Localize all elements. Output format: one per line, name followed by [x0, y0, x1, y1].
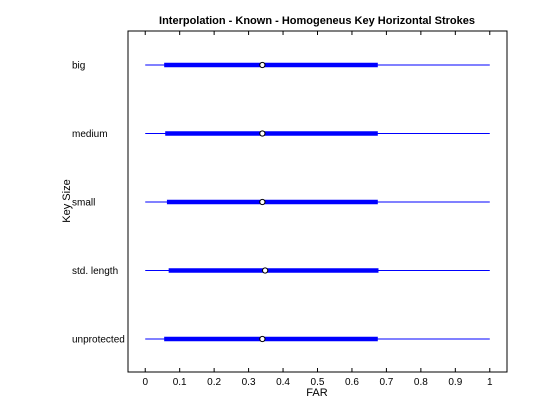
boxplot-row — [145, 198, 490, 206]
median-marker — [259, 61, 266, 69]
x-tick-label: 1 — [487, 377, 493, 388]
x-tick-label: 0.5 — [311, 377, 325, 388]
boxplot-row — [145, 267, 490, 274]
x-tick-label: 0.9 — [448, 377, 462, 388]
boxplot-row — [145, 61, 490, 69]
x-tick-label: 0.3 — [242, 377, 256, 388]
x-tick-label: 0.4 — [276, 377, 290, 388]
x-tick-label: 0 — [142, 377, 148, 388]
median-marker — [259, 130, 266, 137]
category-label: unprotected — [72, 335, 125, 346]
median-marker — [262, 267, 269, 274]
chart-title: Interpolation - Known - Homogeneus Key H… — [159, 15, 475, 27]
category-label: big — [72, 61, 85, 72]
category-label: medium — [72, 129, 108, 140]
boxplot-row — [145, 335, 490, 343]
category-labels: big medium small std. length unprotected — [72, 61, 125, 346]
x-tick-label: 0.7 — [379, 377, 393, 388]
median-marker — [259, 198, 266, 206]
x-tick-label: 0.8 — [414, 377, 428, 388]
x-tick-label: 0.2 — [207, 377, 221, 388]
x-tick-label: 0.1 — [173, 377, 187, 388]
boxplot-series — [145, 61, 490, 343]
x-axis-label: FAR — [306, 387, 327, 399]
category-label: small — [72, 198, 95, 209]
x-tick-label: 0.6 — [345, 377, 359, 388]
category-label: std. length — [72, 266, 118, 277]
y-axis-label: Key Size — [61, 179, 73, 222]
boxplot-row — [145, 130, 490, 137]
median-marker — [259, 335, 266, 343]
x-axis-ticks: 0 0.1 0.2 0.3 0.4 0.5 0.6 0.7 0.8 0.9 1 — [142, 31, 493, 388]
